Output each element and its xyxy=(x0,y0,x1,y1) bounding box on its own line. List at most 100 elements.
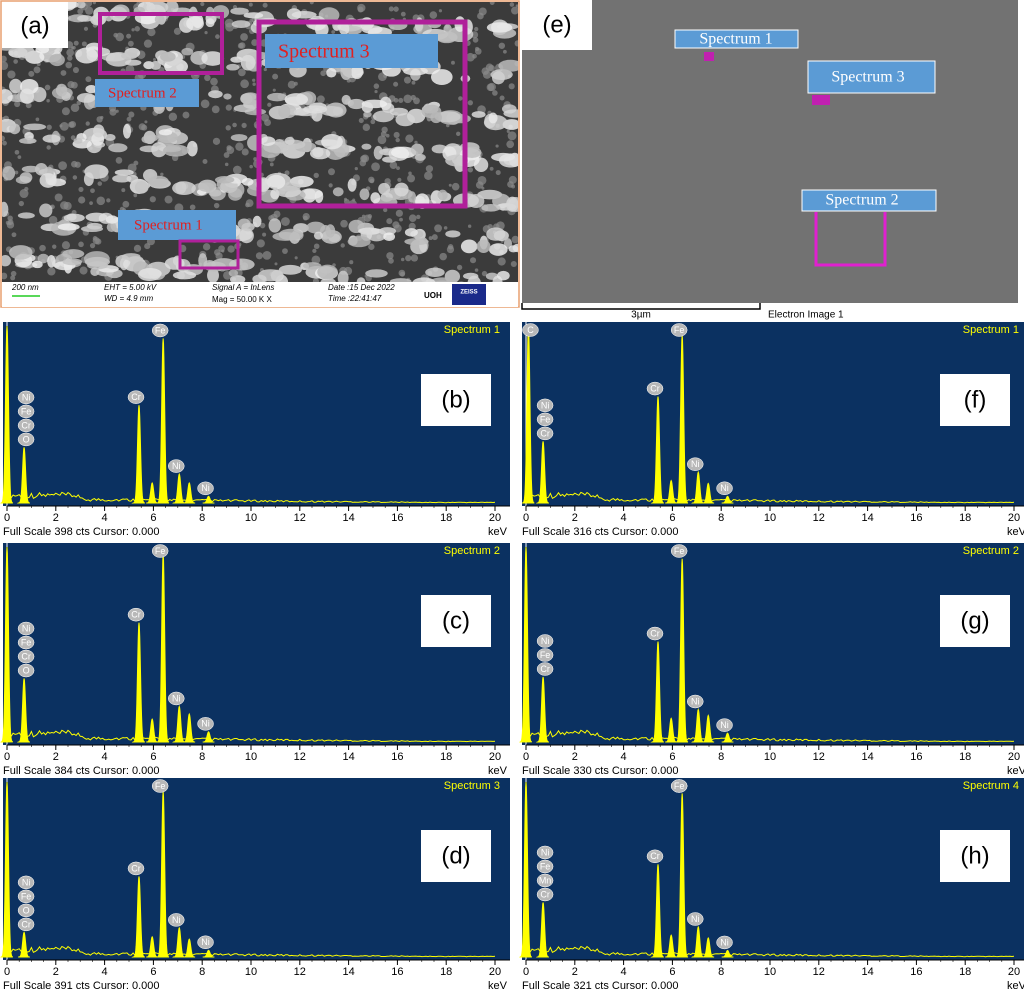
x-tick-label: 0 xyxy=(4,966,10,978)
element-badge xyxy=(536,887,554,902)
peak xyxy=(665,934,678,958)
peak xyxy=(701,936,715,958)
grain xyxy=(486,227,506,241)
grain xyxy=(469,257,477,264)
grain xyxy=(77,15,94,22)
grain xyxy=(260,136,276,147)
grain xyxy=(48,215,58,225)
grain xyxy=(224,162,229,167)
grain xyxy=(309,2,314,5)
grain xyxy=(368,243,375,250)
grain xyxy=(368,176,375,183)
grain xyxy=(126,33,132,39)
grain xyxy=(14,149,20,155)
grain xyxy=(9,245,33,260)
grain xyxy=(443,226,448,230)
grain xyxy=(389,278,412,282)
peak xyxy=(721,495,734,504)
grain xyxy=(507,131,517,141)
element-badge xyxy=(197,935,214,950)
element-badge xyxy=(168,913,185,927)
grain xyxy=(72,175,78,180)
grain xyxy=(313,231,324,240)
x-tick-label: 4 xyxy=(621,751,627,763)
element-label: C xyxy=(527,325,534,335)
grain xyxy=(370,192,381,204)
region-box xyxy=(256,19,468,209)
grain xyxy=(408,222,416,230)
grain xyxy=(63,213,85,223)
grain xyxy=(262,232,267,237)
x-tick-label: 2 xyxy=(572,966,578,978)
grain xyxy=(62,249,85,259)
peak xyxy=(146,482,159,504)
grain xyxy=(399,217,403,222)
grain xyxy=(100,115,104,120)
grain xyxy=(232,165,242,175)
element-label: Ni xyxy=(691,696,700,706)
grain xyxy=(408,171,412,176)
grain xyxy=(497,257,506,266)
grain xyxy=(72,67,79,74)
region-box xyxy=(98,12,224,75)
grain xyxy=(306,221,326,234)
spectrum-title: Spectrum 2 xyxy=(963,545,1019,557)
grain xyxy=(127,40,134,47)
element-label: Cr xyxy=(21,919,31,929)
sem-image xyxy=(522,0,1018,303)
grain xyxy=(340,64,352,80)
grain xyxy=(85,121,90,126)
x-unit: keV xyxy=(488,980,508,992)
grain xyxy=(46,124,52,130)
grain xyxy=(340,219,348,228)
panel-letter: (g) xyxy=(960,607,989,634)
element-badge xyxy=(646,626,664,641)
spectrum-title: Spectrum 3 xyxy=(444,780,500,792)
region-box xyxy=(812,95,830,105)
grain xyxy=(67,55,73,61)
x-tick-label: 2 xyxy=(572,751,578,763)
peak xyxy=(691,470,705,504)
grain xyxy=(249,164,253,169)
grain xyxy=(2,272,8,280)
element-label: Ni xyxy=(172,461,181,471)
grain xyxy=(18,200,25,207)
x-tick-label: 4 xyxy=(621,512,627,524)
grain xyxy=(147,27,156,37)
grain xyxy=(284,93,309,106)
grain xyxy=(394,182,409,197)
grain xyxy=(28,70,35,77)
grain xyxy=(359,159,367,167)
grain xyxy=(312,146,324,158)
grain xyxy=(105,215,119,224)
grain xyxy=(125,59,142,66)
grain xyxy=(229,275,246,282)
grain xyxy=(506,140,515,149)
grain xyxy=(35,162,48,176)
grain xyxy=(474,26,479,32)
element-label: Ni xyxy=(541,847,550,857)
grain xyxy=(21,165,40,173)
grain xyxy=(490,69,513,81)
letter-box xyxy=(421,374,491,426)
grain xyxy=(486,22,513,33)
grain xyxy=(410,143,424,156)
grain xyxy=(331,30,336,34)
grain xyxy=(241,177,254,186)
grain xyxy=(152,58,157,62)
grain xyxy=(395,209,403,217)
peak xyxy=(202,495,215,504)
grain xyxy=(97,181,103,186)
grain xyxy=(262,2,268,8)
grain xyxy=(75,47,98,64)
x-tick-label: 2 xyxy=(53,966,59,978)
grain xyxy=(263,67,267,72)
grain xyxy=(347,178,357,192)
grain xyxy=(503,109,518,118)
peak xyxy=(146,935,159,958)
grain xyxy=(154,14,165,25)
grain xyxy=(106,222,117,233)
grain xyxy=(240,54,256,71)
x-unit: keV xyxy=(1007,765,1024,777)
grain xyxy=(25,102,32,109)
